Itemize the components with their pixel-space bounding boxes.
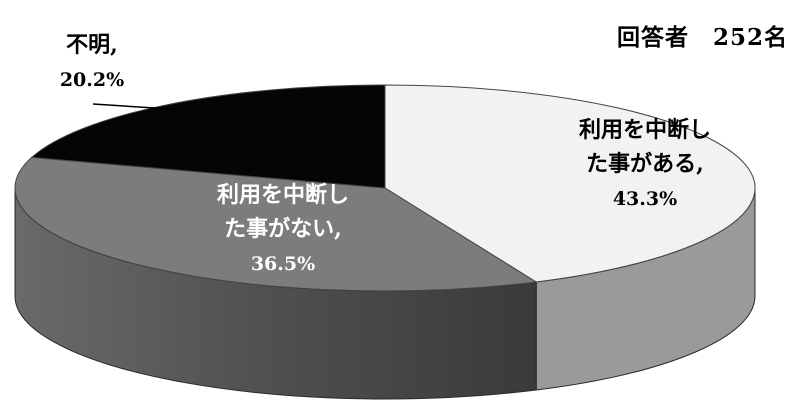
slice-label-2-line-1: 20.2% xyxy=(60,69,124,91)
pie-slice-1 xyxy=(14,156,538,292)
pie-slice-0 xyxy=(384,84,756,283)
pie-slice-2 xyxy=(30,84,386,189)
slice-label-0-line-2: 43.3% xyxy=(613,188,677,210)
slice-label-1-line-2: 36.5% xyxy=(251,253,315,275)
slice-label-1-line-0: 利用を中断し xyxy=(217,182,349,208)
leader-line xyxy=(92,103,186,111)
respondents-count: 回答者 252名 xyxy=(616,24,788,51)
slice-label-0-line-0: 利用を中断し xyxy=(579,117,711,143)
slice-label-2-line-0: 不明, xyxy=(66,32,118,58)
slice-label-0-line-1: た事がある, xyxy=(586,151,704,177)
slice-label-1-line-1: た事がない, xyxy=(224,216,342,242)
